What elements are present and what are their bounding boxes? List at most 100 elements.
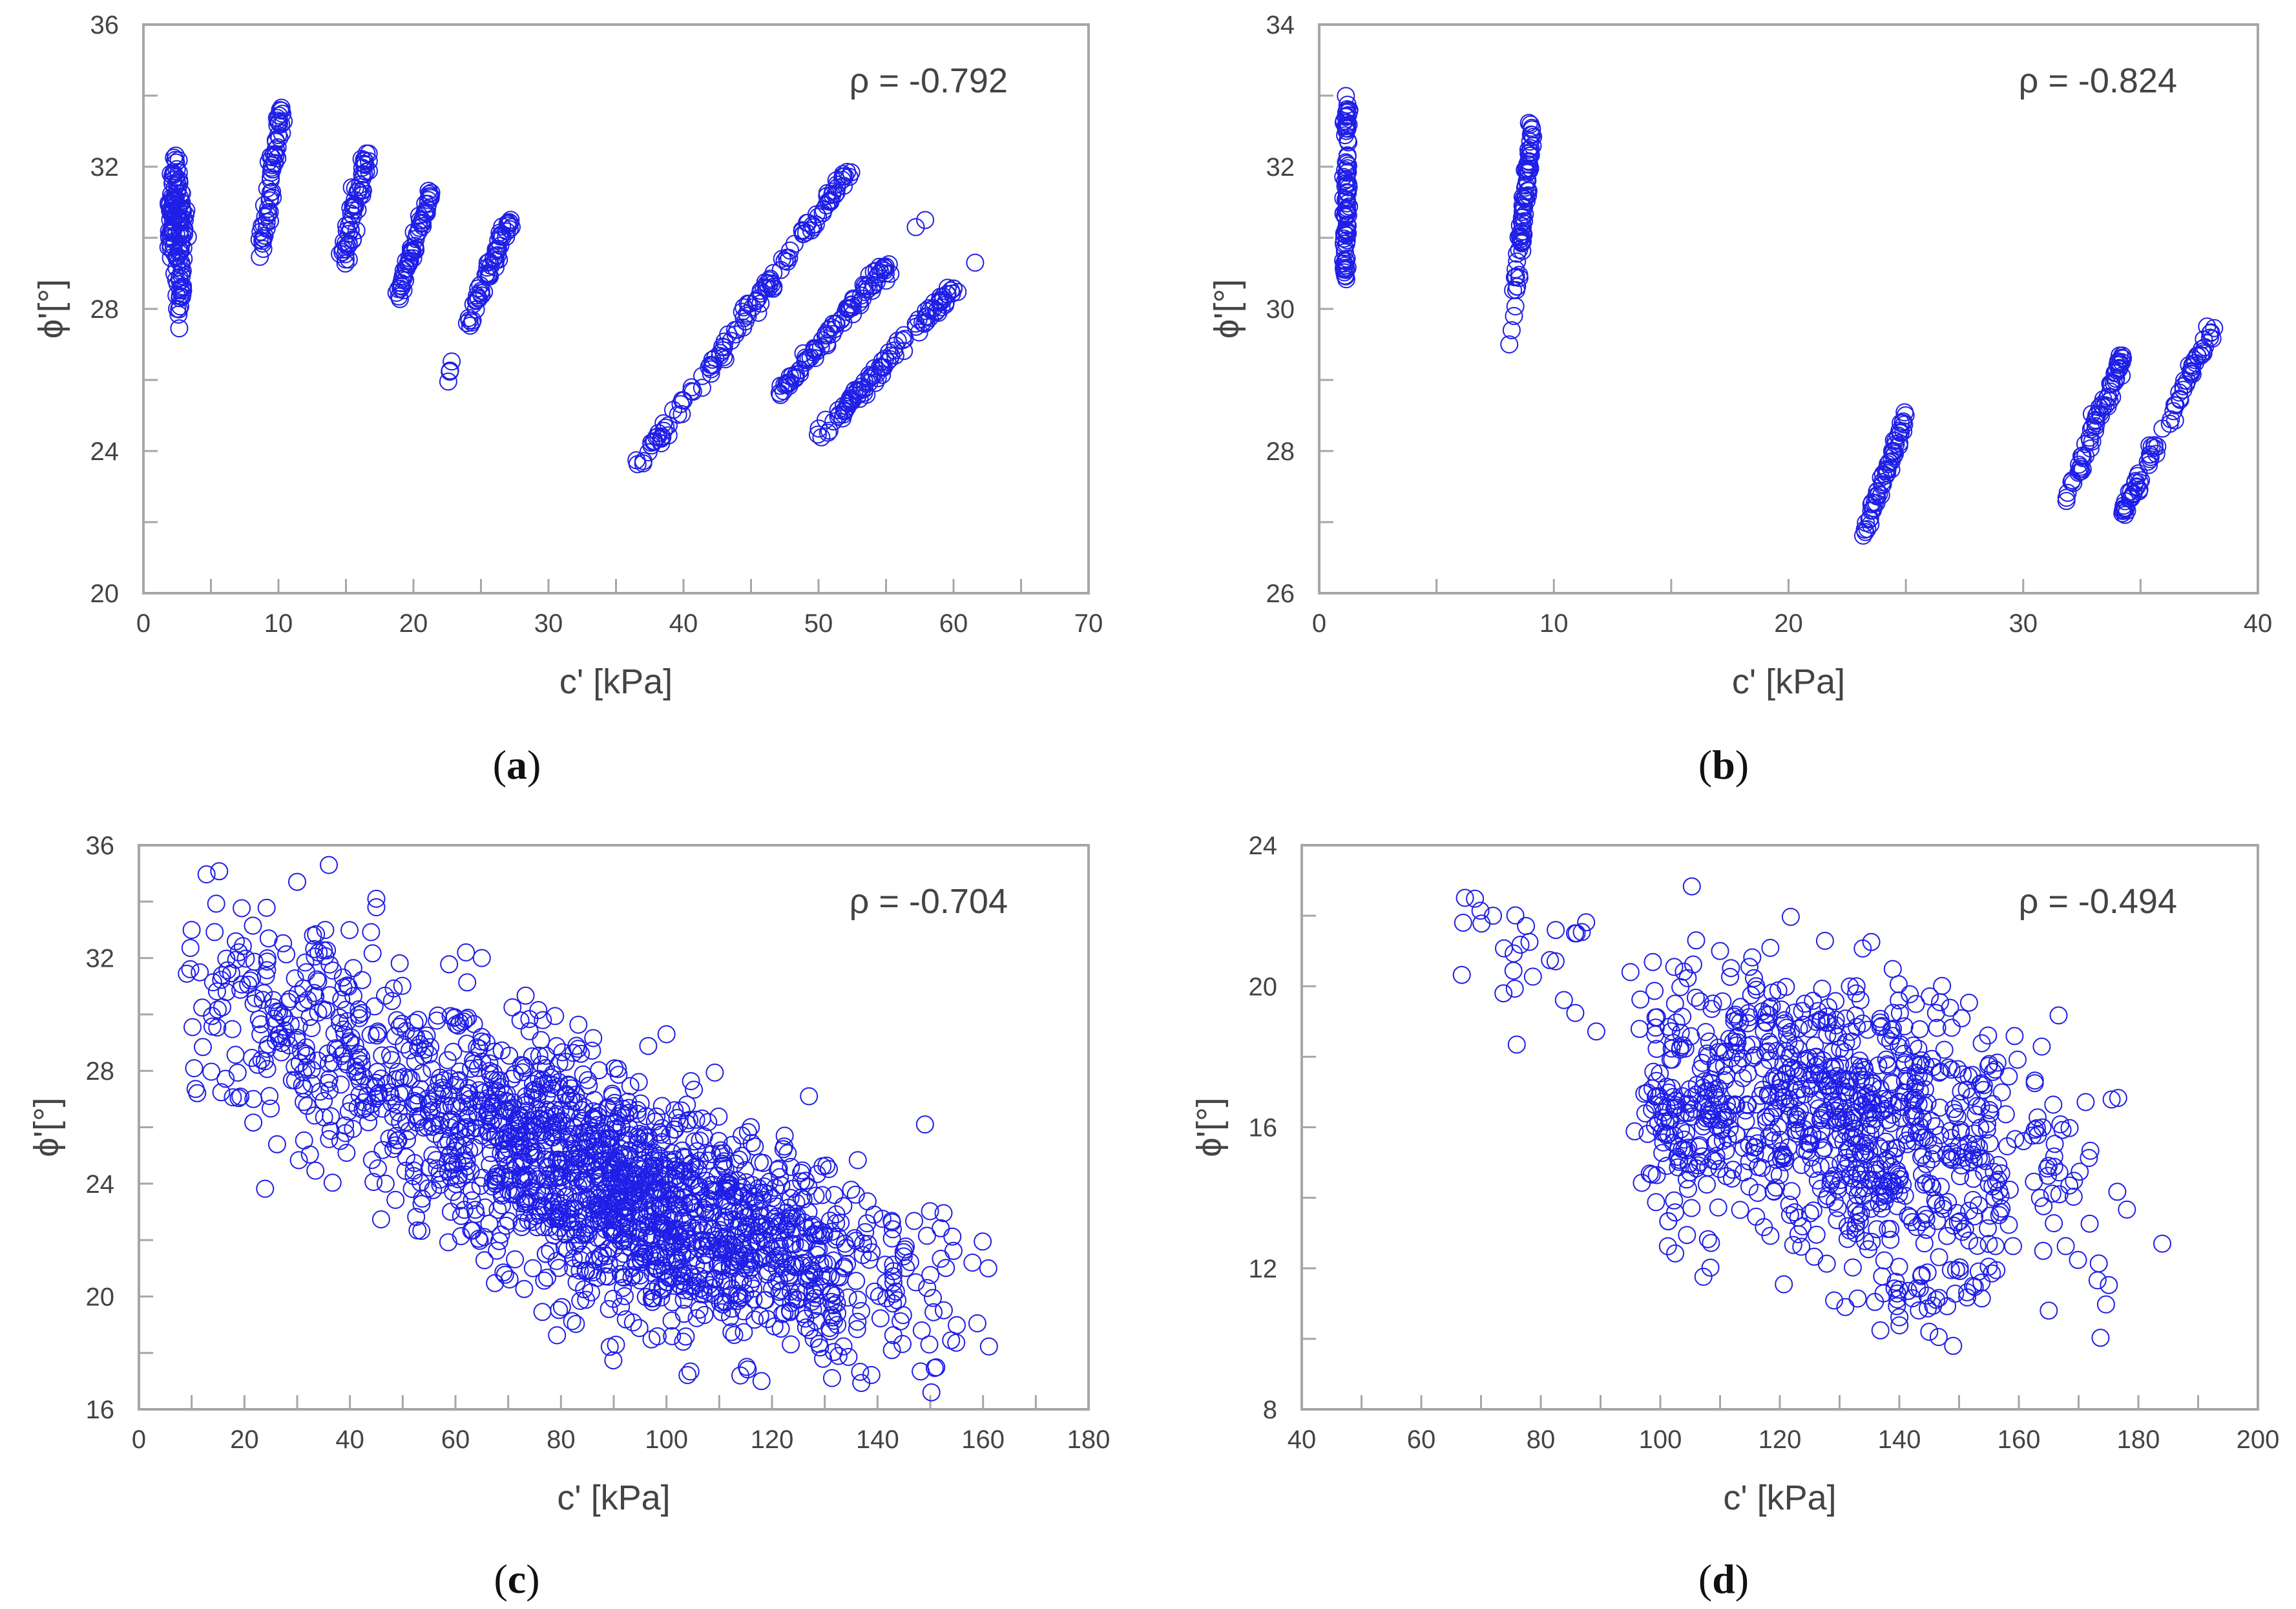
- scatter-point: [371, 1210, 390, 1228]
- scatter-point: [2108, 1183, 2127, 1201]
- scatter-point: [486, 1175, 505, 1194]
- scatter-point: [1810, 1130, 1828, 1149]
- scatter-point: [753, 1214, 771, 1233]
- scatter-point: [355, 151, 373, 169]
- scatter-point: [1587, 1022, 1605, 1041]
- scatter-point: [884, 1273, 903, 1292]
- scatter-point: [1789, 1208, 1808, 1227]
- scatter-point: [858, 1192, 877, 1211]
- scatter-point: [1828, 1211, 1846, 1230]
- scatter-point: [710, 1221, 729, 1239]
- scatter-point: [831, 1214, 850, 1232]
- scatter-point: [1337, 200, 1355, 219]
- scatter-point: [447, 1015, 466, 1034]
- scatter-point: [1873, 476, 1892, 495]
- scatter-point: [685, 1276, 704, 1295]
- scatter-point: [1909, 1095, 1928, 1113]
- scatter-point: [647, 1213, 666, 1232]
- scatter-point: [700, 1276, 718, 1294]
- scatter-point: [901, 1253, 919, 1272]
- scatter-point: [755, 1291, 774, 1309]
- scatter-point: [347, 1057, 365, 1076]
- scatter-point: [478, 253, 497, 272]
- scatter-point: [673, 1141, 692, 1160]
- scatter-point: [1886, 1272, 1905, 1291]
- scatter-point: [1897, 1067, 1916, 1086]
- scatter-point: [1466, 889, 1485, 908]
- scatter-point: [848, 1320, 866, 1338]
- scatter-point: [1707, 1152, 1726, 1170]
- scatter-point: [1914, 1146, 1932, 1164]
- scatter-point: [479, 267, 498, 286]
- scatter-point: [188, 1084, 207, 1102]
- scatter-point: [2004, 1237, 2022, 1256]
- scatter-point: [1883, 1027, 1902, 1046]
- scatter-point: [674, 1161, 693, 1180]
- scatter-point: [289, 1151, 308, 1170]
- scatter-point: [2153, 419, 2172, 438]
- scatter-point: [1877, 462, 1895, 481]
- scatter-point: [2142, 437, 2161, 456]
- scatter-point: [421, 1038, 440, 1057]
- scatter-point: [794, 1213, 813, 1232]
- scatter-point: [1836, 1298, 1855, 1316]
- scatter-point: [1667, 1091, 1685, 1110]
- scatter-point: [1642, 1165, 1661, 1184]
- y-tick-label: 32: [90, 153, 120, 182]
- scatter-point: [1876, 1152, 1895, 1170]
- scatter-point: [548, 1210, 567, 1228]
- scatter-point: [350, 1051, 368, 1069]
- scatter-point: [1635, 1084, 1654, 1103]
- scatter-point: [2043, 1184, 2061, 1203]
- scatter-point: [1757, 1013, 1775, 1031]
- scatter-point: [716, 350, 735, 368]
- x-tick-label: 70: [1074, 609, 1103, 638]
- scatter-point: [1577, 913, 1596, 932]
- scatter-point: [1931, 1062, 1950, 1081]
- x-tick-label: 60: [1407, 1425, 1436, 1454]
- scatter-point: [1769, 981, 1788, 1000]
- scatter-point: [478, 1104, 496, 1122]
- scatter-point: [530, 1069, 548, 1088]
- scatter-point: [668, 1109, 687, 1128]
- scatter-point: [1881, 1114, 1900, 1133]
- scatter-point: [432, 1130, 451, 1148]
- scatter-point: [1894, 414, 1912, 432]
- scatter-point: [1978, 1115, 1997, 1133]
- scatter-point: [1989, 1156, 2008, 1174]
- scatter-point: [181, 960, 200, 978]
- scatter-point: [837, 1239, 855, 1257]
- scatter-point: [563, 1312, 581, 1330]
- scatter-point: [1980, 1055, 1999, 1073]
- scatter-point: [1873, 1267, 1892, 1286]
- y-axis-label: ϕ'[°]: [27, 1097, 66, 1157]
- scatter-point: [681, 1362, 700, 1381]
- scatter-point: [963, 1254, 982, 1272]
- scatter-point: [1965, 1207, 1984, 1226]
- scatter-point: [778, 1263, 797, 1282]
- scatter-point: [1800, 1020, 1819, 1038]
- scatter-point: [422, 184, 441, 202]
- scatter-point: [1861, 509, 1879, 528]
- scatter-point: [917, 1226, 936, 1245]
- scatter-point: [1520, 932, 1539, 951]
- scatter-point: [390, 1069, 409, 1088]
- scatter-point: [1691, 992, 1709, 1011]
- scatter-point: [419, 1179, 437, 1198]
- scatter-point: [1666, 1203, 1684, 1222]
- scatter-point: [895, 1240, 914, 1259]
- scatter-point: [337, 1000, 355, 1019]
- scatter-point: [1334, 204, 1353, 223]
- scatter-point: [1743, 948, 1762, 967]
- scatter-point: [1666, 1244, 1685, 1263]
- scatter-point: [569, 1015, 588, 1034]
- scatter-point: [1546, 952, 1565, 971]
- scatter-point: [311, 1082, 329, 1101]
- scatter-point: [918, 1279, 937, 1298]
- scatter-point: [751, 1153, 769, 1172]
- scatter-point: [1807, 1225, 1826, 1244]
- scatter-point: [250, 230, 269, 249]
- scatter-point: [760, 1172, 779, 1191]
- scatter-point: [463, 1181, 481, 1200]
- scatter-point: [488, 1164, 506, 1183]
